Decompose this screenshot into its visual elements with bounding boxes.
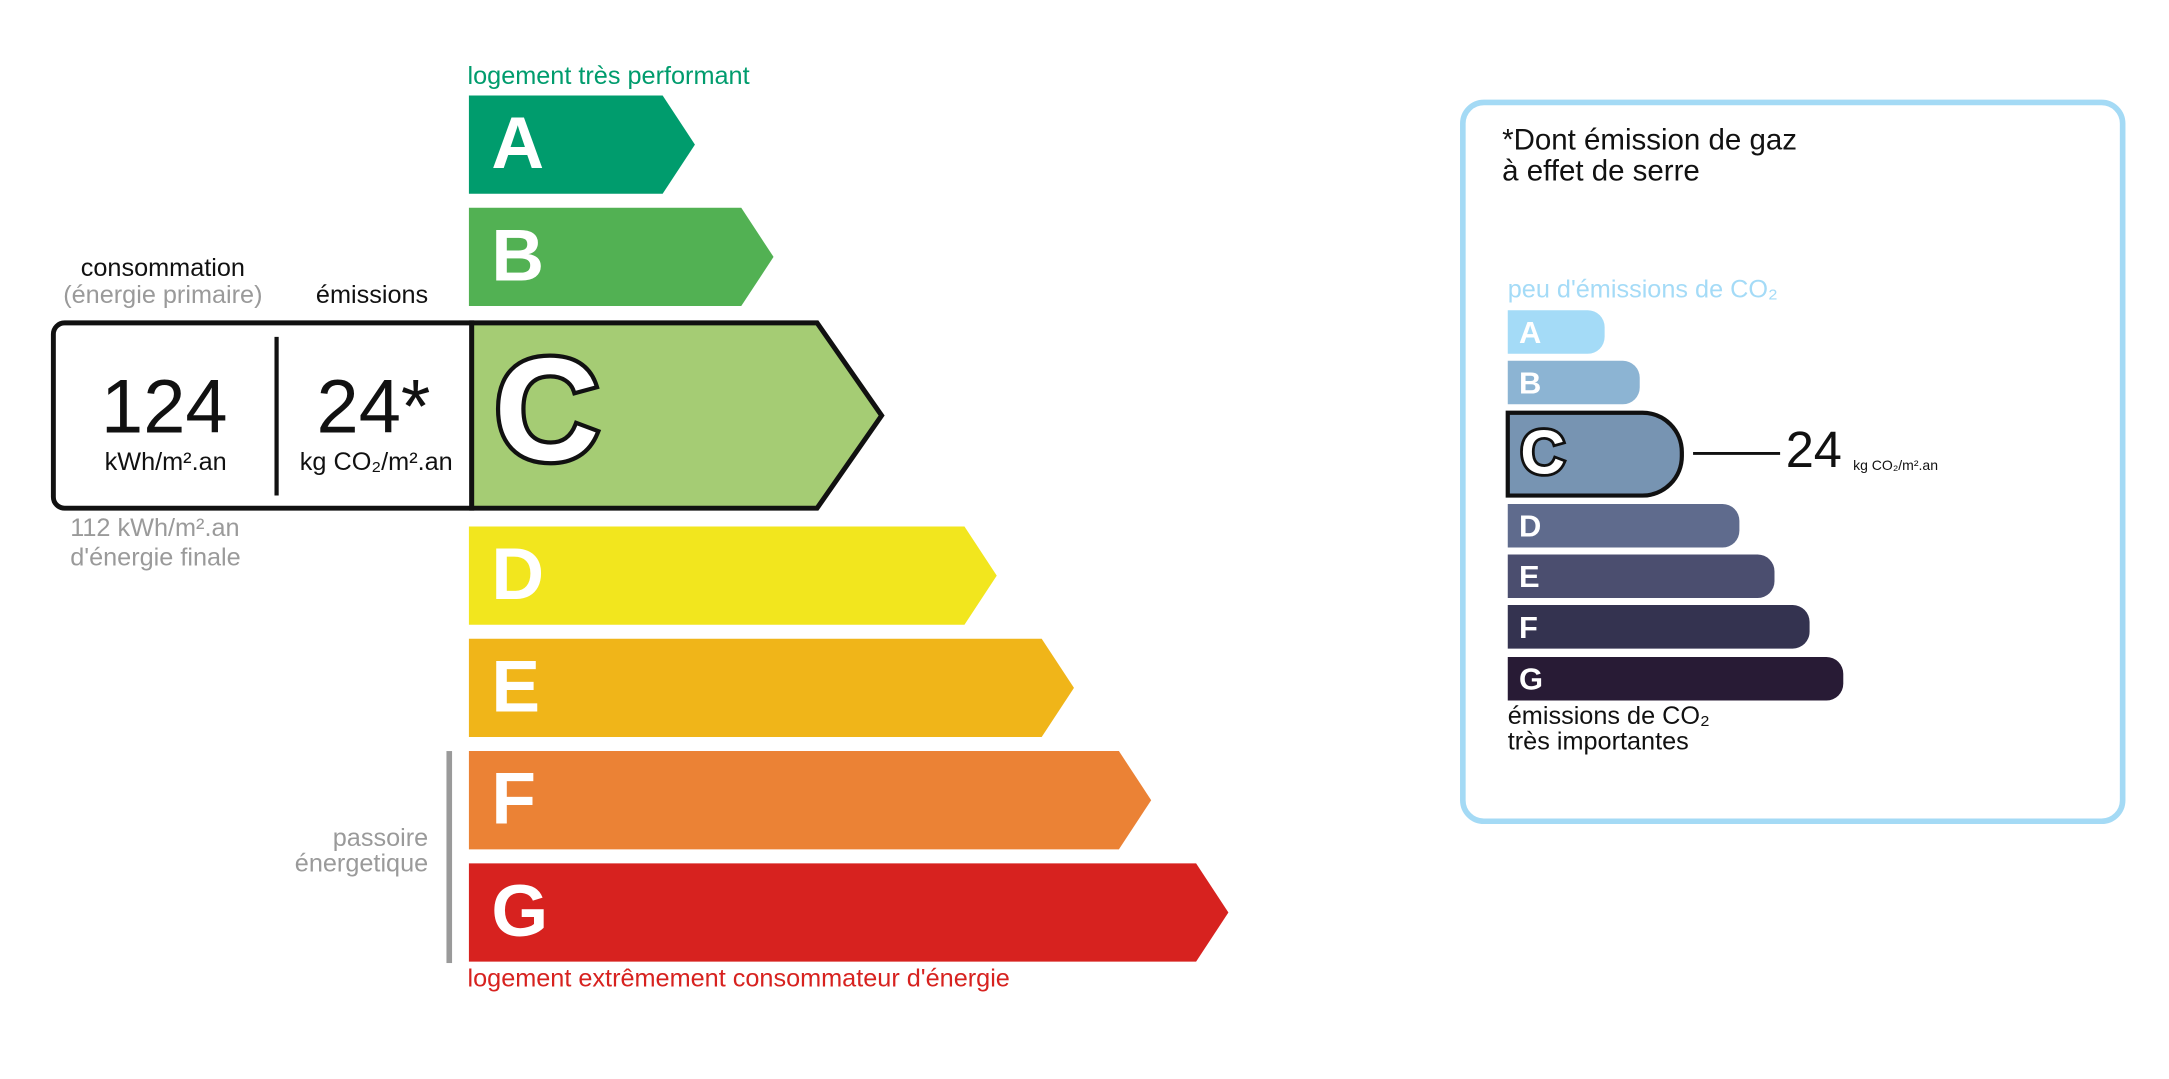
energy-class-letter: E (491, 646, 540, 727)
consumption-unit: kWh/m².an (105, 448, 227, 476)
climate-class-letter: F (1519, 610, 1538, 645)
energy-class-bar (468, 95, 695, 194)
energy-class-letter: B (491, 215, 544, 296)
energy-class-bar (469, 320, 885, 511)
emissions-unit: kg CO₂/m².an (300, 448, 453, 476)
energy-class-bar (468, 863, 1229, 962)
climate-class-bar (1507, 360, 1640, 405)
climate-bottom-label: très importantes (1508, 727, 1689, 755)
energy-class-letter: F (491, 759, 536, 840)
climate-class-letter: C (1520, 418, 1565, 487)
energy-class-bar (468, 638, 1074, 738)
consumption-value: 124 (101, 365, 227, 450)
climate-class-bar (1505, 410, 1684, 498)
final-energy: d'énergie finale (70, 543, 240, 571)
emissions-heading: émissions (316, 281, 428, 309)
energy-class-bar (468, 751, 1152, 850)
energy-class-letter: G (491, 871, 548, 952)
value-box (50, 320, 475, 511)
emissions-value: 24* (317, 365, 431, 450)
consumption-subheading: (énergie primaire) (63, 281, 262, 309)
climate-class-bar (1507, 554, 1775, 599)
passoire-bar (446, 751, 453, 964)
climate-class-bar (1507, 310, 1605, 354)
consumption-heading: consommation (81, 254, 245, 282)
climate-unit: kg CO₂/m².an (1853, 457, 1938, 473)
climate-title: *Dont émission de gaz (1502, 124, 1797, 157)
energy-class-letter: D (491, 534, 544, 615)
climate-class-bar (1507, 503, 1740, 548)
energy-class-letter: C (494, 328, 599, 491)
passoire-label: passoire (333, 824, 428, 852)
energy-class-bar (468, 526, 997, 625)
bottom-label: logement extrêmement consommateur d'éner… (468, 965, 1010, 993)
climate-title: à effet de serre (1502, 154, 1700, 187)
climate-class-bar (1507, 605, 1810, 649)
climate-class-letter: B (1519, 366, 1541, 401)
climate-class-letter: G (1519, 662, 1543, 697)
climate-class-letter: E (1519, 559, 1540, 594)
climate-class-letter: D (1519, 509, 1541, 544)
climate-value: 24 (1786, 421, 1842, 478)
climate-class-letter: A (1519, 315, 1541, 350)
climate-top-label: peu d'émissions de CO₂ (1508, 275, 1778, 303)
passoire-label: énergetique (295, 849, 428, 877)
energy-class-bar (468, 207, 774, 307)
final-energy: 112 kWh/m².an (70, 514, 239, 542)
climate-class-bar (1507, 657, 1844, 701)
energy-class-letter: A (491, 103, 544, 184)
top-label: logement très performant (468, 62, 750, 90)
climate-bottom-label: émissions de CO₂ (1508, 702, 1710, 730)
